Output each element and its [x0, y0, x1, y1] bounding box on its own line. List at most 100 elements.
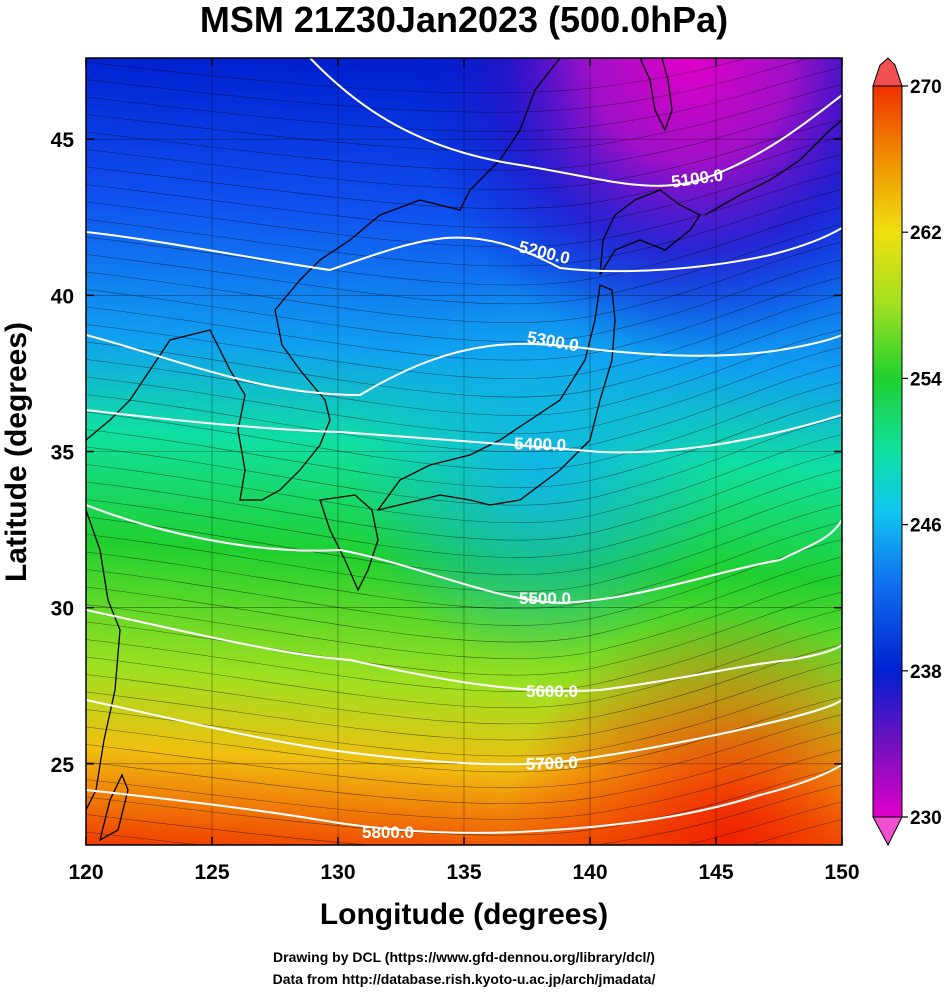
streamline [86, 58, 749, 94]
streamline [86, 66, 842, 132]
x-tick-label: 140 [572, 861, 607, 884]
x-axis-ticks: 120 125 130 135 140 145 150 [68, 58, 860, 884]
honshu-coast [376, 284, 616, 512]
hokkaido-coast [599, 189, 701, 276]
streamline [86, 101, 842, 171]
streamline [86, 84, 842, 152]
sakhalin-coast [639, 58, 673, 132]
contour-line-5700 [86, 699, 842, 766]
y-tick-label: 25 [51, 754, 75, 777]
y-tick-label: 30 [51, 598, 74, 621]
streamline [749, 819, 842, 845]
streamline [86, 451, 842, 541]
streamline [86, 58, 811, 113]
coastlines [86, 58, 842, 842]
streamline [86, 749, 842, 820]
streamline [86, 294, 842, 379]
streamline [86, 486, 842, 575]
streamline [86, 224, 842, 305]
x-tick-label: 135 [446, 861, 481, 884]
contour-line-5300 [86, 334, 842, 397]
streamline [86, 346, 842, 434]
streamline [86, 171, 842, 248]
contour-label-5700: 5700.0 [525, 753, 578, 774]
streamline [86, 766, 842, 836]
streamline [86, 521, 842, 609]
kyushu-coast [319, 494, 379, 592]
contour-label-5400: 5400.0 [514, 434, 567, 455]
streamline [86, 434, 842, 523]
streamline [86, 241, 842, 324]
china-coast [86, 509, 121, 811]
streamline [86, 644, 842, 725]
streamline [86, 206, 842, 286]
korea-manchuria-coast [86, 58, 561, 501]
credit-line-1: Drawing by DCL (https://www.gfd-dennou.o… [273, 949, 655, 965]
x-tick-label: 130 [320, 861, 355, 884]
streamline [86, 574, 842, 659]
x-tick-label: 150 [824, 861, 859, 884]
colorbar-tick-label: 230 [910, 808, 942, 829]
streamline [86, 609, 842, 692]
plot-area: 5100.05200.05300.05400.05500.05600.05700… [86, 58, 842, 845]
colorbar-tick-label: 254 [910, 369, 942, 390]
colorbar-scale [872, 85, 903, 818]
credit-line-2: Data from http://database.rish.kyoto-u.a… [273, 971, 656, 987]
colorbar-ticks: 270 262 254 246 238 230 [902, 77, 942, 829]
streamline [86, 136, 842, 209]
contour-label-5600: 5600.0 [526, 682, 578, 701]
colorbar-tick-label: 238 [910, 662, 942, 683]
streamline [86, 696, 842, 773]
contour-line-5200 [86, 227, 842, 273]
streamline [86, 276, 842, 361]
streamline [86, 731, 842, 804]
contour-line-5500 [86, 504, 842, 605]
contour-label-5800: 5800.0 [362, 823, 414, 842]
streamline [86, 784, 842, 845]
streamline [86, 311, 842, 398]
y-axis-ticks: 25 30 35 40 45 [51, 129, 842, 777]
x-tick-label: 145 [698, 861, 733, 884]
streamline [86, 539, 842, 626]
y-axis-label: Latitude (degrees) [0, 322, 33, 582]
streamline [86, 189, 842, 267]
colorbar-tick-label: 246 [910, 516, 942, 537]
streamline [86, 714, 842, 789]
colorbar-tick-label: 270 [910, 77, 942, 98]
streamline [86, 381, 842, 470]
streamline [86, 154, 842, 229]
x-axis-label: Longitude (degrees) [320, 898, 608, 931]
contour-line-5800 [86, 764, 842, 834]
x-tick-label: 120 [68, 861, 103, 884]
x-tick-label: 125 [194, 861, 229, 884]
y-tick-label: 35 [51, 442, 75, 465]
contour-line-5100 [309, 58, 842, 187]
colorbar-max-arrow [872, 57, 903, 87]
chart-title: MSM 21Z30Jan2023 (500.0hPa) [200, 0, 728, 40]
contour-line-5600 [86, 609, 842, 692]
streamline [86, 329, 842, 416]
contour-label-5500: 5500.0 [519, 589, 571, 608]
streamline [86, 416, 842, 506]
wind-streamlines [86, 58, 842, 845]
colorbar-tick-label: 262 [910, 223, 942, 244]
contour-line-5400 [86, 409, 842, 454]
colorbar-min-arrow [872, 816, 903, 847]
streamline [86, 556, 842, 643]
streamline [86, 801, 842, 845]
streamline [86, 119, 842, 190]
contour-labels: 5100.05200.05300.05400.05500.05600.05700… [362, 166, 724, 842]
streamline [86, 259, 842, 342]
streamline [86, 469, 842, 558]
streamline [86, 626, 842, 709]
streamline [86, 399, 842, 488]
y-tick-label: 45 [51, 129, 75, 152]
streamline [86, 661, 842, 741]
kuril-islands [704, 119, 842, 216]
taiwan-coast [99, 773, 129, 842]
streamline [86, 504, 842, 592]
y-tick-label: 40 [51, 285, 74, 308]
colorbar: 270 262 254 246 238 230 [872, 57, 942, 847]
streamline [86, 679, 842, 757]
